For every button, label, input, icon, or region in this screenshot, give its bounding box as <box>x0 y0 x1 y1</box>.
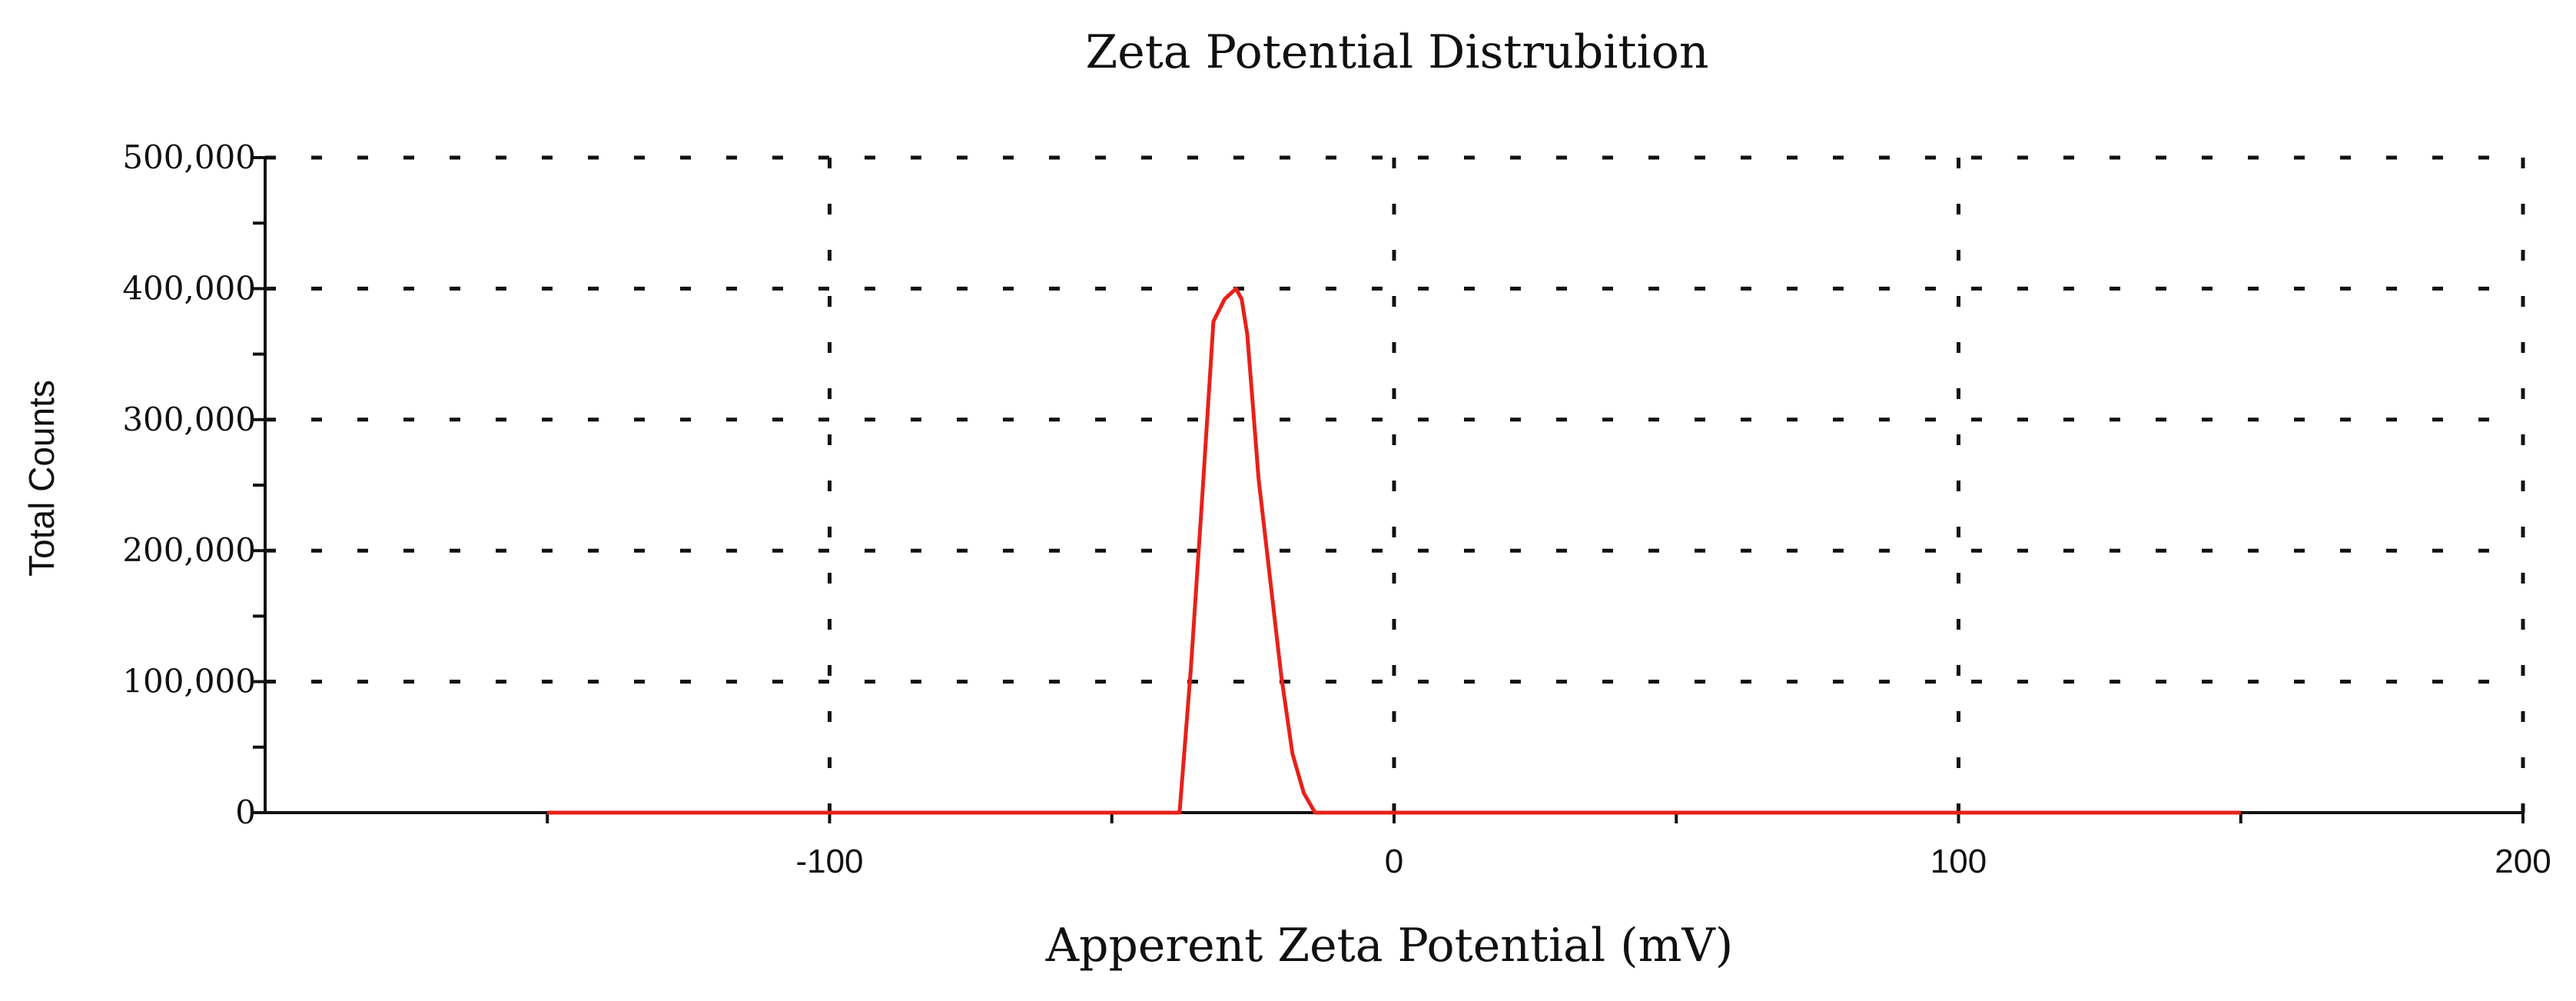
y-tick-label-0: 0 <box>235 793 256 831</box>
x-axis-label: Apperent Zeta Potential (mV) <box>1045 919 1734 973</box>
y-tick-label-1: 100,000 <box>122 663 256 700</box>
x-tick-label-0: -100 <box>795 843 863 880</box>
y-tick-label-3: 300,000 <box>122 401 256 438</box>
y-axis-label: Total Counts <box>22 380 61 577</box>
x-tick-label-1: 0 <box>1385 843 1403 880</box>
x-tick-labels: -100 0 100 200 <box>795 843 2551 880</box>
y-tick-label-5: 500,000 <box>122 138 256 176</box>
x-tick-label-2: 100 <box>1930 843 1987 880</box>
grid-lines <box>265 155 2525 813</box>
tick-marks <box>253 156 2525 823</box>
x-tick-label-3: 200 <box>2495 843 2551 880</box>
y-tick-label-4: 400,000 <box>122 269 256 307</box>
chart-title: Zeta Potential Distrubition <box>1086 25 1709 79</box>
y-tick-label-2: 200,000 <box>122 531 256 569</box>
series-line <box>547 286 2241 815</box>
y-tick-labels: 0 100,000 200,000 300,000 400,000 500,000 <box>122 138 256 831</box>
